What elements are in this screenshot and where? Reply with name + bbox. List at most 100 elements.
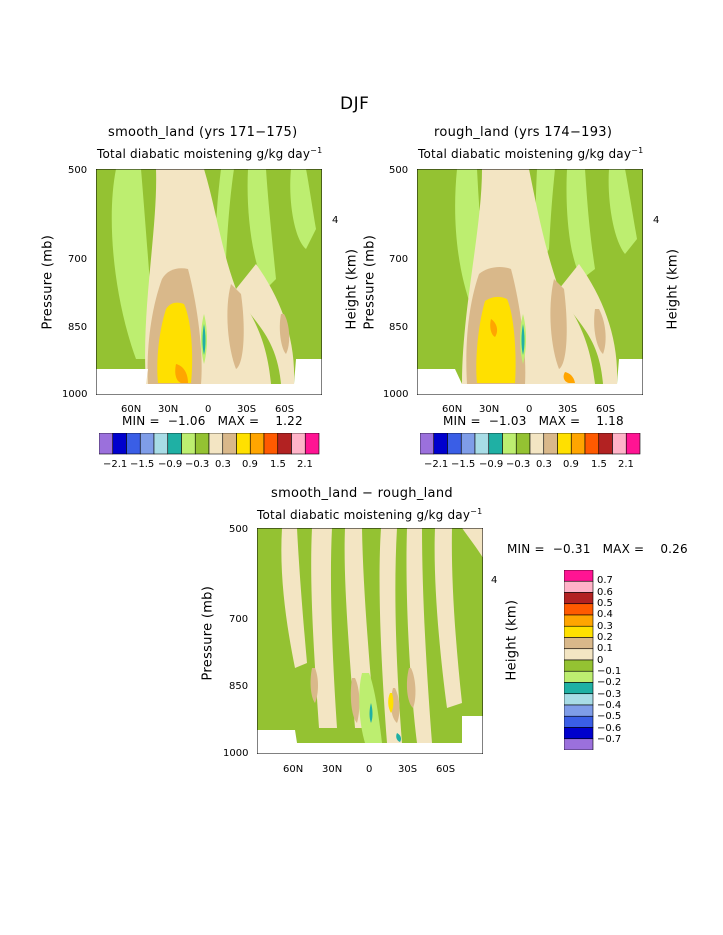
panel1-colorbar-label: −0.3: [185, 459, 210, 470]
panel3-y2label: Height (km): [504, 599, 520, 681]
panel1-ytick: 850: [68, 322, 88, 333]
colorbar-swatch: [236, 433, 251, 455]
colorbar-swatch: [564, 625, 594, 638]
colorbar-swatch: [460, 433, 476, 455]
panel1-minmax: MIN = −1.06 MAX = 1.22: [122, 414, 303, 428]
panel1-colorbar: [99, 433, 320, 455]
panel2-xtick: 0: [526, 404, 533, 415]
panel3-title: smooth_land − rough_land: [271, 486, 453, 501]
panel1-xtick: 30S: [237, 404, 257, 415]
panel3-xtick: 60S: [436, 764, 456, 775]
field-region: [388, 693, 394, 713]
panel2-colorbar-label: 0.3: [536, 459, 552, 470]
field-region: [406, 668, 416, 708]
panel1-plot: [96, 169, 322, 395]
colorbar-swatch: [277, 433, 292, 455]
panel3-colorbar-label: 0.7: [597, 575, 613, 586]
colorbar-swatch: [249, 433, 265, 455]
colorbar-swatch: [564, 659, 594, 672]
field-region: [521, 324, 525, 355]
panel1-y2label: Height (km): [344, 248, 360, 330]
colorbar-swatch: [222, 433, 237, 455]
field-region: [227, 284, 244, 369]
colorbar-swatch: [291, 433, 306, 455]
panel3-y2tick: 4: [491, 575, 498, 586]
panel1-colorbar-label: 1.5: [270, 459, 286, 470]
panel2-colorbar-label: −2.1: [424, 459, 449, 470]
field-region: [390, 688, 400, 723]
panel1-colorbar-label: 2.1: [297, 459, 313, 470]
colorbar-swatch: [564, 670, 594, 683]
colorbar-swatch: [208, 433, 224, 455]
panel2-xtick: 30N: [479, 404, 500, 415]
colorbar-swatch: [564, 715, 594, 728]
panel2-plot: [417, 169, 643, 395]
panel2-ytick: 700: [389, 254, 409, 265]
panel1-colorbar-label: −2.1: [103, 459, 128, 470]
panel2-colorbar-label: 2.1: [618, 459, 634, 470]
panel1-ytick: 500: [68, 165, 88, 176]
panel3-ytick: 500: [229, 524, 249, 535]
colorbar-swatch: [598, 433, 613, 455]
panel1-colorbar-label: −1.5: [130, 459, 155, 470]
panel1-colorbar-label: 0.9: [242, 459, 258, 470]
colorbar-swatch: [564, 738, 594, 750]
colorbar-swatch: [304, 433, 320, 455]
panel3-colorbar-label: 0.5: [597, 598, 613, 609]
colorbar-swatch: [112, 433, 127, 455]
colorbar-swatch: [564, 704, 594, 717]
panel2-colorbar-label: 1.5: [591, 459, 607, 470]
field-region: [290, 169, 316, 249]
colorbar-swatch: [126, 433, 141, 455]
colorbar-swatch: [612, 433, 627, 455]
panel3-colorbar-label: 0.3: [597, 621, 613, 632]
panel1-ytick: 700: [68, 254, 88, 265]
field-region: [111, 169, 156, 359]
panel3-ylabel: Pressure (mb): [200, 585, 216, 681]
field-region: [462, 528, 483, 558]
panel3-colorbar-label: 0.4: [597, 609, 613, 620]
colorbar-swatch: [167, 433, 182, 455]
panel1-ytick: 1000: [62, 389, 88, 400]
panel2-ytick: 1000: [383, 389, 409, 400]
colorbar-swatch: [474, 433, 490, 455]
panel3-ytick: 700: [229, 614, 249, 625]
panel2-xtick: 60S: [596, 404, 616, 415]
field-region: [369, 703, 373, 723]
colorbar-swatch: [584, 433, 600, 455]
panel1-ylabel: Pressure (mb): [40, 234, 56, 330]
panel2-colorbar-label: −1.5: [451, 459, 476, 470]
panel3-colorbar-label: −0.1: [597, 666, 622, 677]
field-region: [559, 264, 618, 384]
field-region: [175, 364, 188, 383]
colorbar-swatch: [488, 433, 503, 455]
colorbar-swatch: [194, 433, 210, 455]
colorbar-swatch: [529, 433, 545, 455]
panel2-title: rough_land (yrs 174−193): [434, 125, 613, 140]
colorbar-swatch: [625, 433, 641, 455]
panel3-colorbar-label: 0: [597, 655, 604, 666]
field-region: [490, 319, 498, 337]
colorbar-swatch: [564, 570, 594, 582]
panel3-xtick: 0: [366, 764, 373, 775]
field-region: [281, 528, 307, 668]
panel3-ytick: 1000: [223, 748, 249, 759]
panel3-minmax: MIN = −0.31 MAX = 0.26: [507, 542, 688, 556]
panel2-xtick: 60N: [442, 404, 463, 415]
field-region: [350, 678, 360, 723]
colorbar-swatch: [570, 433, 586, 455]
panel1-xtick: 30N: [158, 404, 179, 415]
panel3-colorbar-label: 0.1: [597, 643, 613, 654]
panel1-xtick: 60N: [121, 404, 142, 415]
colorbar-swatch: [502, 433, 517, 455]
colorbar-swatch: [564, 614, 594, 627]
colorbar-swatch: [447, 433, 462, 455]
colorbar-swatch: [564, 648, 594, 661]
field-region: [608, 169, 637, 254]
panel2-y2tick: 4: [653, 215, 660, 226]
colorbar-swatch: [564, 693, 594, 706]
panel1-xtick: 0: [205, 404, 212, 415]
panel3-colorbar-label: −0.5: [597, 711, 622, 722]
colorbar-swatch: [564, 637, 594, 650]
field-region: [310, 668, 318, 703]
